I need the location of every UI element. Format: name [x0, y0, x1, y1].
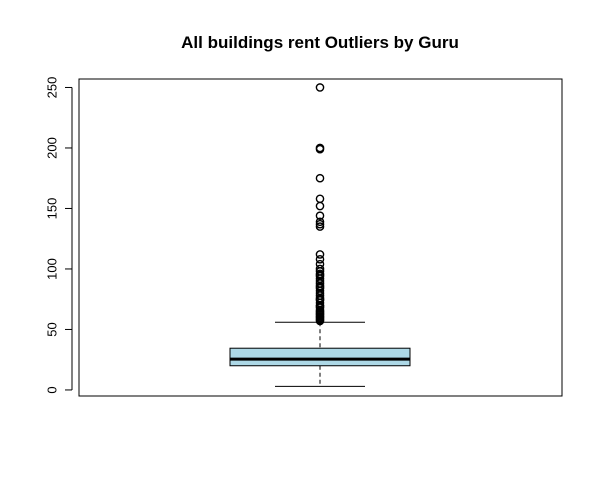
outlier-point	[315, 194, 325, 204]
outlier-point	[315, 144, 325, 154]
outlier-point	[315, 217, 325, 227]
outlier-point	[315, 254, 325, 264]
y-tick-label: 50	[45, 322, 60, 336]
chart-title: All buildings rent Outliers by Guru	[181, 33, 459, 52]
outlier-point	[315, 173, 325, 183]
outlier-point	[315, 316, 325, 326]
outlier-point	[315, 83, 325, 92]
outlier-point	[315, 222, 325, 231]
outlier-point	[315, 211, 325, 221]
outlier-point	[315, 250, 325, 259]
outlier-points	[315, 83, 325, 326]
y-tick-label: 250	[45, 77, 60, 99]
outlier-point	[315, 219, 325, 229]
outlier-point	[315, 201, 325, 211]
box-plot	[229, 321, 411, 387]
y-axis: 0 50 100 150 200 250	[45, 77, 73, 394]
y-tick-label: 150	[45, 198, 60, 220]
plot-frame	[78, 78, 563, 397]
y-tick-label: 0	[45, 386, 60, 393]
y-tick-label: 200	[45, 137, 60, 159]
y-tick-label: 100	[45, 258, 60, 280]
iqr-box	[229, 347, 411, 367]
